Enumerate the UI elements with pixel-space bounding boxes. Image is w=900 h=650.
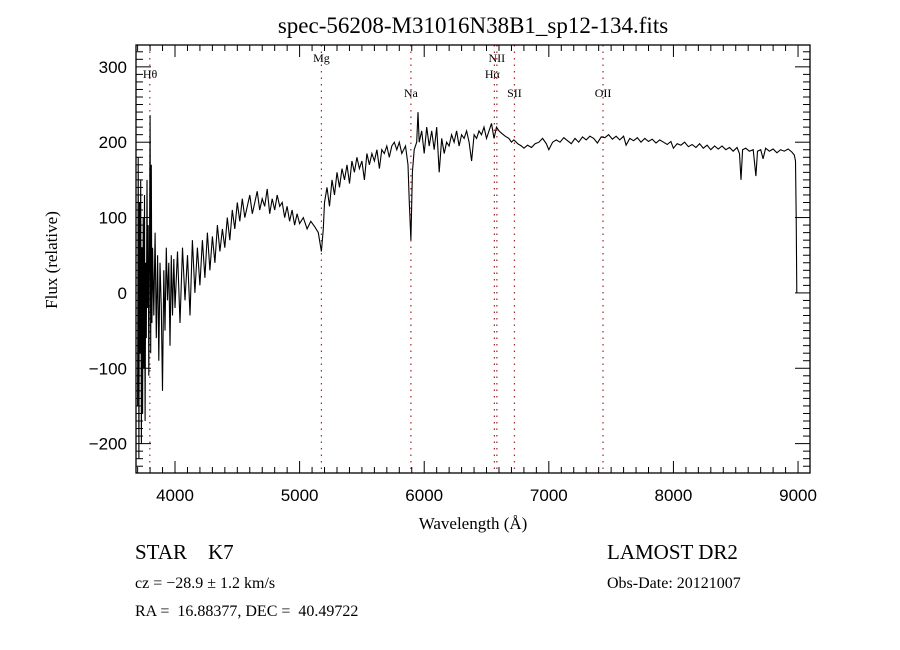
spectral-line-label: NII — [489, 51, 506, 65]
spectrum-line — [137, 112, 798, 459]
x-tick-label: 6000 — [405, 486, 443, 505]
y-tick-label: 100 — [99, 209, 127, 228]
object-class: STAR K7 — [135, 540, 234, 564]
y-tick-label: 300 — [99, 58, 127, 77]
chart-title: spec-56208-M31016N38B1_sp12-134.fits — [278, 13, 668, 38]
y-tick-label: 0 — [118, 284, 127, 303]
redshift-velocity: cz = −28.9 ± 1.2 km/s — [135, 575, 276, 592]
plot-frame — [135, 44, 811, 474]
y-axis-label: Flux (relative) — [42, 211, 61, 309]
spectral-line-label: Hθ — [143, 67, 158, 81]
spectral-line-label: Na — [404, 86, 419, 100]
y-tick-label: −100 — [89, 359, 127, 378]
spectral-line-label: Mg — [313, 51, 330, 65]
x-tick-label: 7000 — [530, 486, 568, 505]
coordinates: RA = 16.88377, DEC = 40.49722 — [135, 603, 359, 620]
survey-name: LAMOST DR2 — [607, 540, 738, 564]
x-tick-label: 8000 — [655, 486, 693, 505]
spectral-line-label: OII — [595, 86, 612, 100]
x-tick-label: 5000 — [281, 486, 319, 505]
observation-date: Obs-Date: 20121007 — [607, 575, 741, 592]
x-tick-label: 9000 — [779, 486, 817, 505]
x-tick-label: 4000 — [156, 486, 194, 505]
spectral-line-label: SII — [507, 86, 522, 100]
y-tick-label: 200 — [99, 133, 127, 152]
y-tick-label: −200 — [89, 435, 127, 454]
x-axis-label: Wavelength (Å) — [419, 514, 528, 533]
spectral-line-label: Hα — [485, 67, 501, 81]
